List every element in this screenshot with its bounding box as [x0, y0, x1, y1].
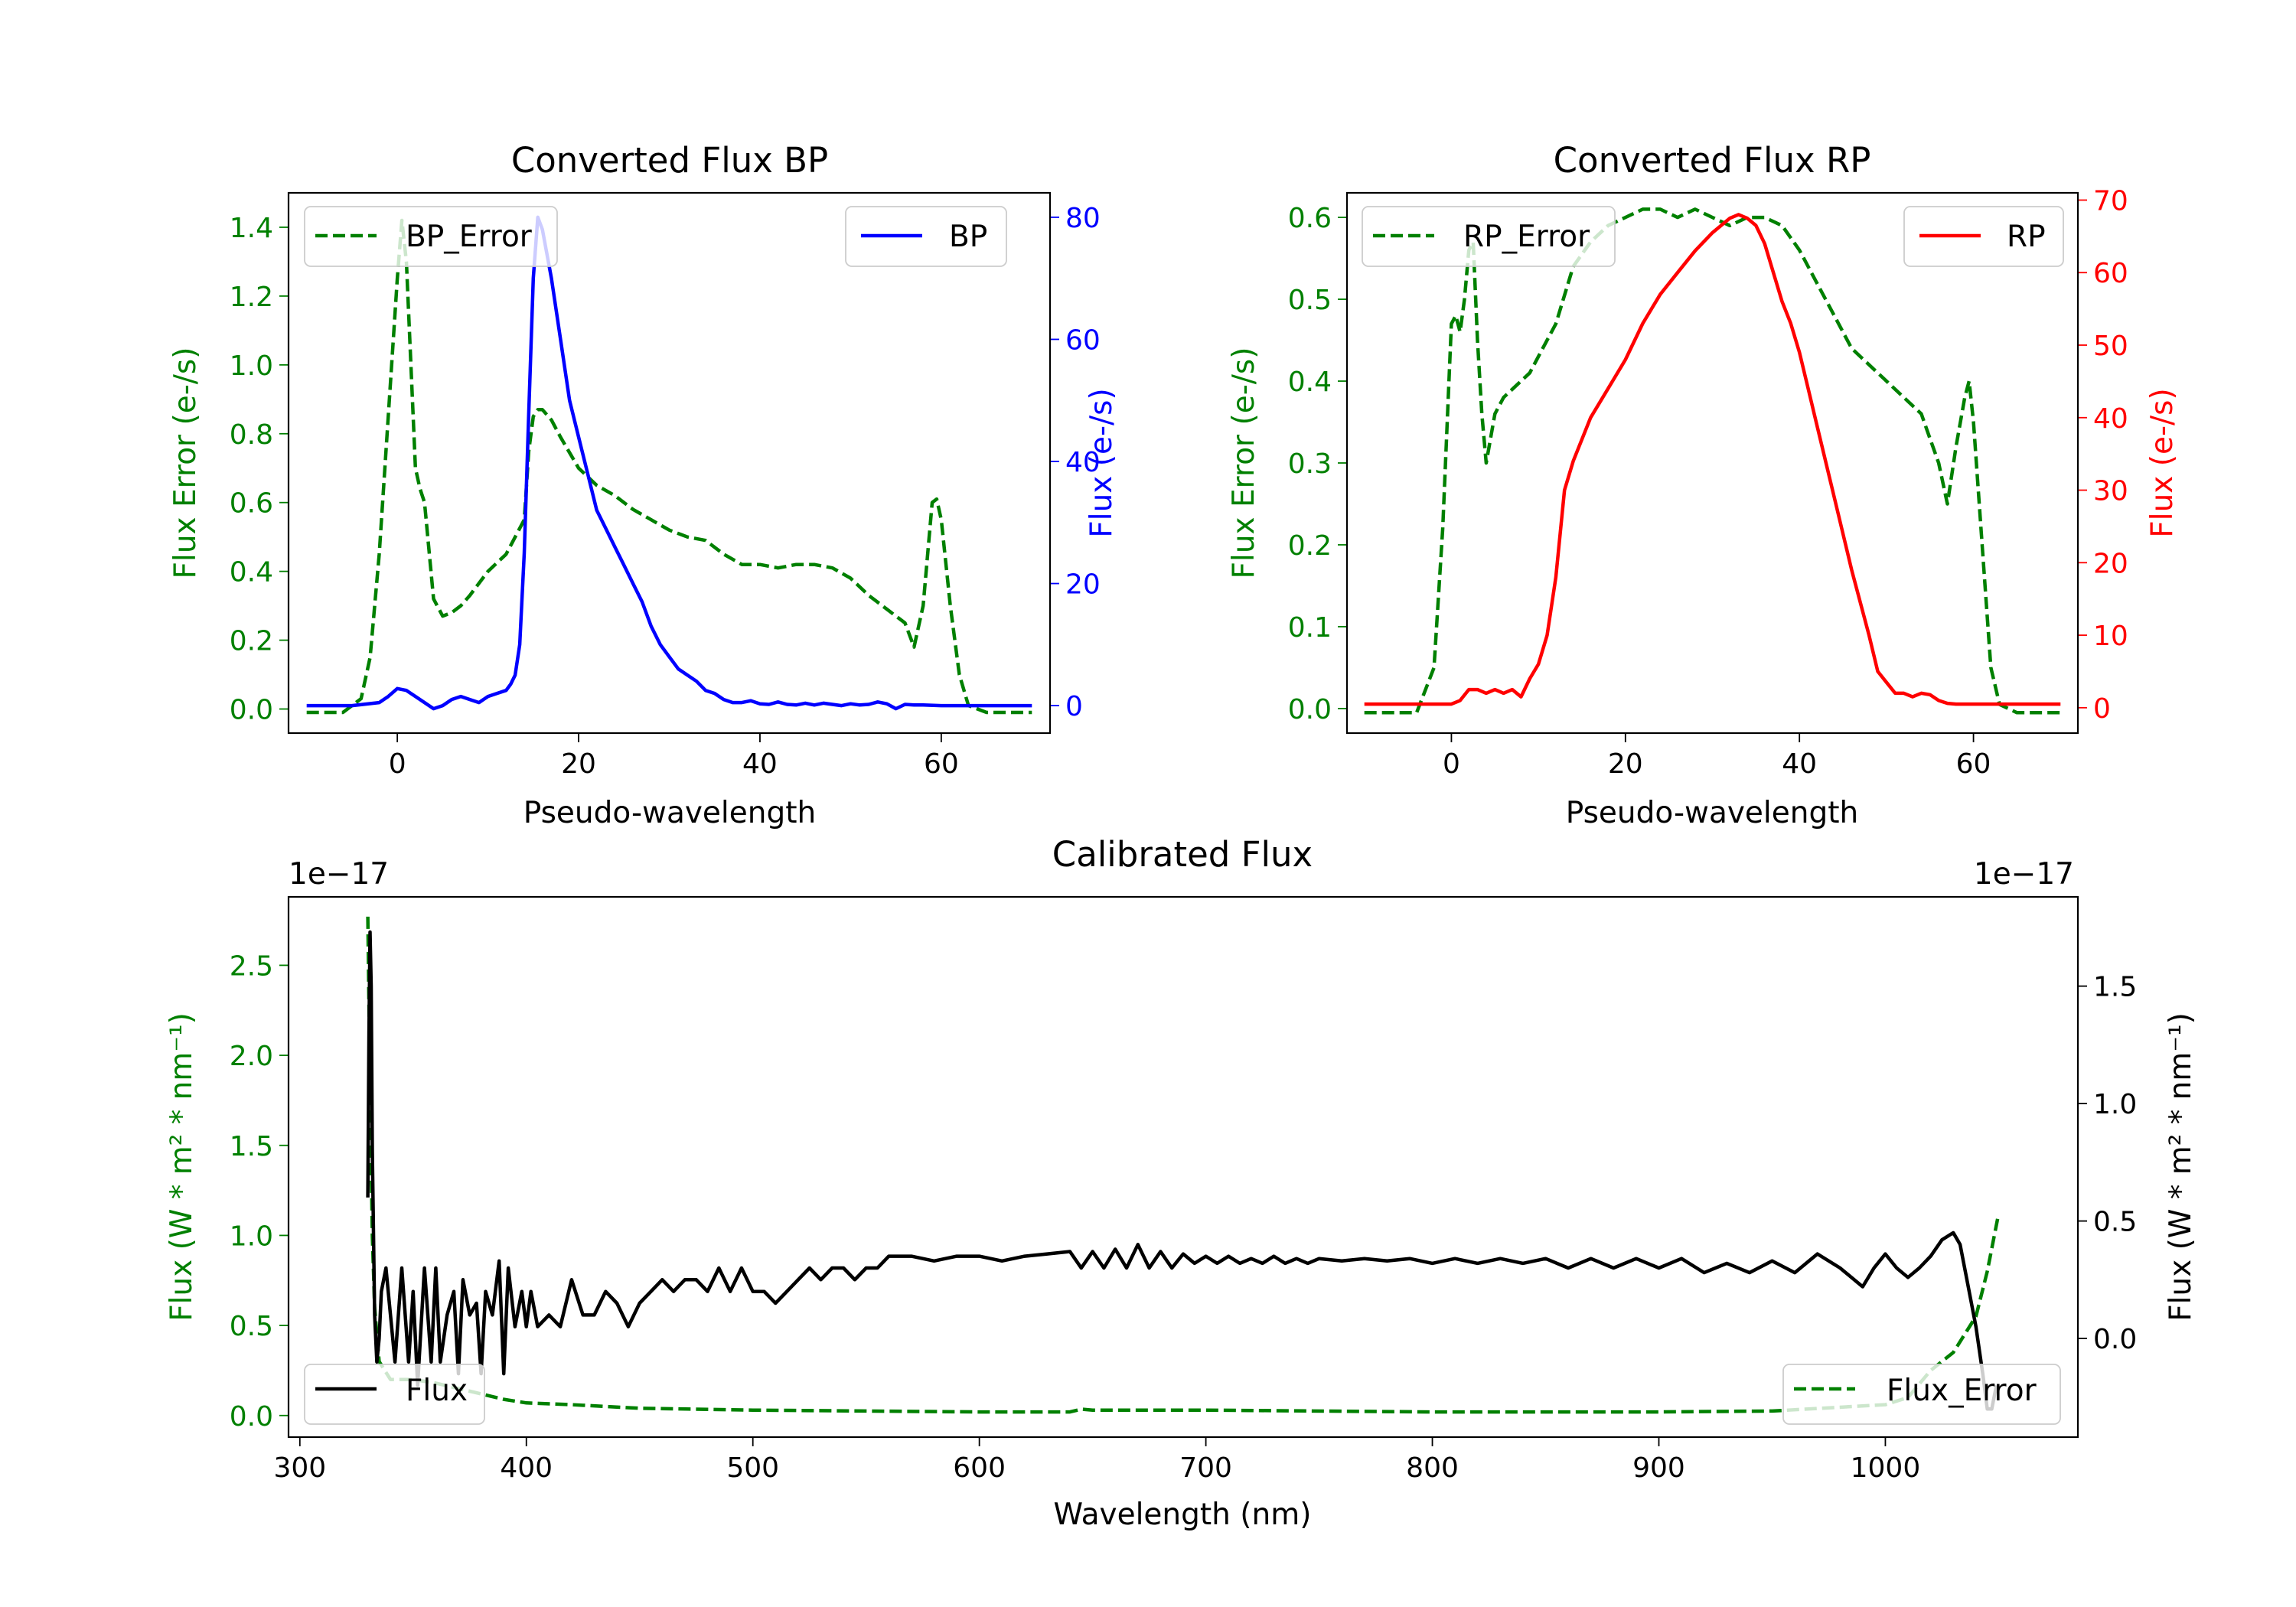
rp-ytick-left-label: 0.1 — [1288, 612, 1332, 644]
bp-ytick-left-label: 0.4 — [230, 557, 273, 588]
bp-xtick-label: 0 — [389, 748, 406, 780]
bp-plot-area: 0 20 40 60 0.0 0.2 0.4 0.6 0.8 1.0 1.2 1.4 0 20 40 60 80 — [230, 203, 1101, 780]
bp-ytick-left-label: 0.2 — [230, 626, 273, 657]
rp-series-rp — [1364, 213, 2061, 706]
cal-legend-flux-label: Flux — [406, 1374, 468, 1408]
cal-series-flux-error — [366, 916, 2001, 1414]
rp-ytick-right-label: 60 — [2093, 258, 2128, 289]
bp-ytick-left-label: 0.0 — [230, 695, 273, 726]
cal-ytick-left-label: 0.5 — [230, 1311, 273, 1342]
cal-xtick-label: 500 — [726, 1452, 779, 1484]
cal-ytick-left-label: 2.0 — [230, 1041, 273, 1072]
cal-legend-error-label: Flux_Error — [1887, 1374, 2037, 1408]
rp-ytick-left-label: 0.3 — [1288, 448, 1332, 480]
bp-xlabel: Pseudo-wavelength — [523, 796, 816, 830]
cal-xtick-label: 600 — [953, 1452, 1006, 1484]
bp-legend-flux: BP — [845, 206, 1007, 267]
bp-ytick-right-label: 40 — [1065, 447, 1101, 478]
cal-xtick-label: 800 — [1406, 1452, 1459, 1484]
rp-ytick-right-label: 30 — [2093, 476, 2128, 507]
bp-ylabel-right: Flux (e-/s) — [1084, 388, 1119, 537]
bp-ytick-right-label: 80 — [1065, 203, 1101, 234]
rp-ytick-left-label: 0.6 — [1288, 203, 1332, 234]
cal-xtick-label: 400 — [500, 1452, 553, 1484]
panel-rp: Converted Flux RP 0 20 40 60 0.0 0.1 0.2 0.3 0.4… — [1227, 140, 2180, 830]
cal-offset-left: 1e−17 — [289, 857, 389, 892]
rp-ytick-left-label: 0.0 — [1288, 694, 1332, 725]
rp-xtick-label: 20 — [1608, 748, 1643, 780]
cal-xtick-label: 900 — [1632, 1452, 1685, 1484]
panel-bp: Converted Flux BP 0 20 40 60 0.0 0.2 0.4 0.6 0.8… — [168, 140, 1119, 830]
cal-ytick-left-label: 2.5 — [230, 950, 273, 982]
cal-legend-flux: Flux — [304, 1364, 485, 1425]
rp-xtick-label: 60 — [1956, 748, 1991, 780]
rp-ytick-right-label: 40 — [2093, 403, 2128, 435]
bp-xtick-label: 40 — [742, 748, 778, 780]
cal-xtick-label: 700 — [1179, 1452, 1232, 1484]
bp-legend-error-label: BP_Error — [406, 220, 533, 254]
rp-ytick-right-label: 20 — [2093, 548, 2128, 579]
rp-ytick-left-label: 0.5 — [1288, 285, 1332, 316]
cal-ytick-right-label: 0.5 — [2093, 1207, 2137, 1238]
cal-ylabel-right: Flux (W * m² * nm⁻¹) — [2164, 1012, 2198, 1322]
rp-ytick-left-label: 0.2 — [1288, 530, 1332, 562]
cal-xlabel: Wavelength (nm) — [1054, 1498, 1312, 1532]
rp-ylabel-left: Flux Error (e-/s) — [1227, 347, 1261, 579]
bp-ylabel-left: Flux Error (e-/s) — [168, 347, 203, 579]
bp-ytick-left-label: 1.0 — [230, 350, 273, 382]
bp-ytick-right-label: 20 — [1065, 569, 1101, 601]
rp-title: Converted Flux RP — [1554, 140, 1871, 181]
rp-xlabel: Pseudo-wavelength — [1566, 796, 1858, 830]
rp-xtick-label: 40 — [1782, 748, 1817, 780]
cal-ytick-left-label: 0.0 — [230, 1401, 273, 1433]
bp-ytick-right-label: 0 — [1065, 691, 1083, 722]
rp-legend-error: RP_Error — [1362, 206, 1616, 267]
bp-ytick-left-label: 1.2 — [230, 282, 273, 313]
rp-ytick-right-label: 50 — [2093, 331, 2128, 362]
rp-ytick-right-label: 10 — [2093, 621, 2128, 652]
bp-legend-flux-label: BP — [949, 220, 987, 254]
bp-axes-frame — [287, 191, 1052, 735]
bp-title: Converted Flux BP — [511, 140, 828, 181]
cal-ytick-right-label: 1.5 — [2093, 972, 2137, 1003]
rp-ytick-right-label: 0 — [2093, 693, 2111, 725]
bp-series-bp — [306, 215, 1032, 711]
cal-plot-area: 300 400 500 600 700 800 900 1000 0.0 0.5 1.0 1.5 2.0… — [230, 916, 2137, 1484]
panel-calibrated: Calibrated Flux 1e−17 1e−17 300 400 500 600… — [165, 834, 2198, 1532]
rp-ytick-right-label: 70 — [2093, 185, 2128, 217]
bp-series-bp-error — [306, 218, 1032, 715]
cal-ytick-left-label: 1.0 — [230, 1221, 273, 1252]
bp-xtick-label: 60 — [924, 748, 959, 780]
cal-offset-right: 1e−17 — [1974, 857, 2074, 892]
cal-xtick-label: 1000 — [1851, 1452, 1921, 1484]
rp-axes-frame — [1345, 191, 2079, 735]
cal-ytick-left-label: 1.5 — [230, 1131, 273, 1162]
cal-ylabel-left: Flux (W * m² * nm⁻¹) — [165, 1012, 199, 1322]
cal-xtick-label: 300 — [273, 1452, 326, 1484]
bp-ytick-left-label: 1.4 — [230, 213, 273, 244]
cal-legend-error: Flux_Error — [1782, 1364, 2061, 1425]
bp-legend-error: BP_Error — [304, 206, 558, 267]
cal-series-flux — [366, 930, 1998, 1411]
cal-ytick-right-label: 1.0 — [2093, 1089, 2137, 1120]
rp-legend-flux-label: RP — [2007, 220, 2046, 254]
cal-ytick-right-label: 0.0 — [2093, 1324, 2137, 1355]
bp-ytick-left-label: 0.8 — [230, 419, 273, 451]
bp-ytick-right-label: 60 — [1065, 324, 1101, 356]
cal-title: Calibrated Flux — [1052, 834, 1313, 875]
rp-ytick-left-label: 0.4 — [1288, 367, 1332, 398]
bp-xtick-label: 20 — [561, 748, 596, 780]
rp-legend-error-label: RP_Error — [1463, 220, 1590, 254]
bp-ytick-left-label: 0.6 — [230, 488, 273, 520]
rp-xtick-label: 0 — [1443, 748, 1460, 780]
rp-legend-flux: RP — [1903, 206, 2064, 267]
cal-axes-frame — [287, 895, 2079, 1439]
rp-series-rp-error — [1364, 207, 2061, 715]
rp-ylabel-right: Flux (e-/s) — [2145, 388, 2180, 537]
rp-plot-area: 0 20 40 60 0.0 0.1 0.2 0.3 0.4 0.5 0.6 0 10 20 30 40 50 6… — [1288, 185, 2128, 780]
